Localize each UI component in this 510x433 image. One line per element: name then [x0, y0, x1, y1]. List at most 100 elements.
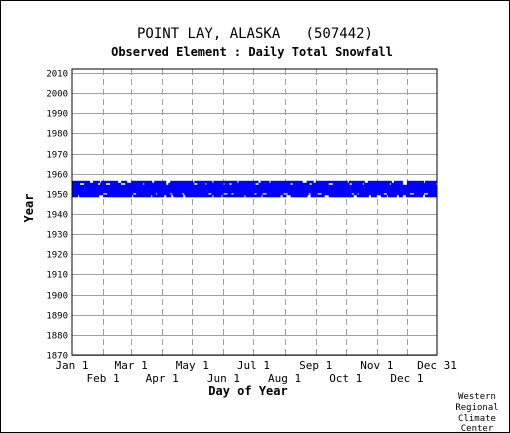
data-segment: [100, 182, 107, 186]
data-segment: [173, 194, 184, 198]
chart-title: POINT LAY, ALASKA (507442): [137, 26, 373, 42]
data-segment: [166, 194, 172, 198]
data-segment: [406, 180, 424, 184]
data-segment: [213, 194, 222, 198]
data-segment: [170, 180, 194, 184]
x-tick-label: Oct 1: [329, 372, 362, 385]
y-tick-label: 1990: [46, 110, 68, 120]
data-segment: [72, 180, 91, 184]
data-segment: [358, 192, 384, 196]
data-segment: [72, 182, 81, 186]
x-tick-label: Apr 1: [146, 372, 179, 385]
y-tick-label: 1890: [46, 312, 68, 322]
x-tick-label: May 1: [176, 359, 209, 372]
data-segment: [184, 192, 209, 196]
data-segment: [121, 180, 128, 184]
y-tick-label: 1930: [46, 231, 68, 241]
y-tick-label: 1910: [46, 271, 68, 281]
data-segment: [270, 180, 303, 184]
data-segment: [157, 192, 171, 196]
data-segment: [72, 184, 437, 188]
y-tick-label: 1940: [46, 211, 68, 221]
data-segment: [125, 182, 144, 186]
x-axis-ticks: Jan 1 Mar 1 May 1 Jul 1 Sep 1 Nov 1 Dec 31 Feb …: [55, 359, 456, 385]
data-segment: [152, 194, 165, 198]
data-segment: [386, 192, 410, 196]
data-segment: [306, 180, 314, 184]
data-segment: [321, 192, 352, 196]
data-segment: [356, 194, 369, 198]
data-segment: [310, 194, 325, 198]
data-segment: [290, 194, 308, 198]
data-segment: [266, 192, 284, 196]
data-segment: [72, 188, 437, 192]
data-segment: [72, 190, 437, 194]
data-segment: [222, 194, 245, 198]
y-tick-label: 1980: [46, 130, 68, 140]
x-tick-label: Feb 1: [87, 372, 120, 385]
data-segment: [101, 180, 119, 184]
x-tick-label: Nov 1: [360, 359, 393, 372]
data-segment: [168, 182, 195, 186]
x-tick-label: Jul 1: [237, 359, 270, 372]
y-tick-label: 1960: [46, 171, 68, 181]
x-tick-label: Sep 1: [299, 359, 332, 372]
data-segment: [72, 186, 437, 190]
data-segment: [310, 192, 318, 196]
data-segment: [393, 180, 403, 184]
y-tick-label: 1880: [46, 332, 68, 342]
data-segment: [405, 194, 423, 198]
data-segment: [206, 182, 224, 186]
x-tick-label: Jan 1: [55, 359, 88, 372]
data-segment: [245, 194, 262, 198]
y-axis-ticks: 1870 1880 1890 1900 1910 1920 1930 1940 1950 1960…: [46, 70, 68, 362]
data-segment: [258, 182, 291, 186]
chart-subtitle: Observed Element : Daily Total Snowfall: [111, 45, 393, 59]
y-tick-label: 1870: [46, 352, 68, 362]
y-axis-label: Year: [22, 194, 36, 223]
x-tick-label: Jun 1: [207, 372, 240, 385]
year-band-1949: [72, 194, 437, 198]
x-tick-label: Aug 1: [268, 372, 301, 385]
data-segment: [311, 182, 329, 186]
x-tick-label: Dec 1: [390, 372, 423, 385]
data-segment: [363, 182, 390, 186]
data-segment: [424, 180, 437, 184]
y-tick-label: 1970: [46, 151, 68, 161]
data-segment: [72, 194, 79, 198]
data-segment: [390, 182, 403, 186]
data-segment: [238, 180, 259, 184]
data-segment: [172, 192, 183, 196]
data-segment: [380, 194, 387, 198]
year-band-1954: [72, 184, 437, 188]
data-segment: [144, 182, 167, 186]
y-tick-label: 1900: [46, 292, 68, 302]
data-segment: [387, 194, 397, 198]
y-tick-label: 2010: [46, 70, 68, 80]
data-segment: [353, 192, 358, 196]
credit-block: Western Regional Climate Center: [455, 392, 498, 433]
data-segment: [332, 182, 350, 186]
data-segment: [84, 182, 99, 186]
data-segment: [413, 192, 424, 196]
year-band-1956: [72, 180, 437, 184]
data-segment: [213, 180, 238, 184]
year-band-1950: [72, 192, 437, 196]
data-segment: [197, 182, 206, 186]
credit-line-1: Western: [458, 392, 496, 402]
y-tick-label: 2000: [46, 90, 68, 100]
data-segment: [194, 180, 213, 184]
data-segment: [224, 182, 230, 186]
data-segment: [110, 182, 122, 186]
data-segment: [406, 182, 436, 186]
data-segment: [287, 192, 309, 196]
data-segment: [231, 182, 256, 186]
data-segment: [262, 194, 281, 198]
data-segment: [398, 194, 403, 198]
data-segment: [227, 192, 232, 196]
data-segment: [107, 192, 134, 196]
data-segment: [185, 194, 213, 198]
data-segment: [292, 182, 310, 186]
